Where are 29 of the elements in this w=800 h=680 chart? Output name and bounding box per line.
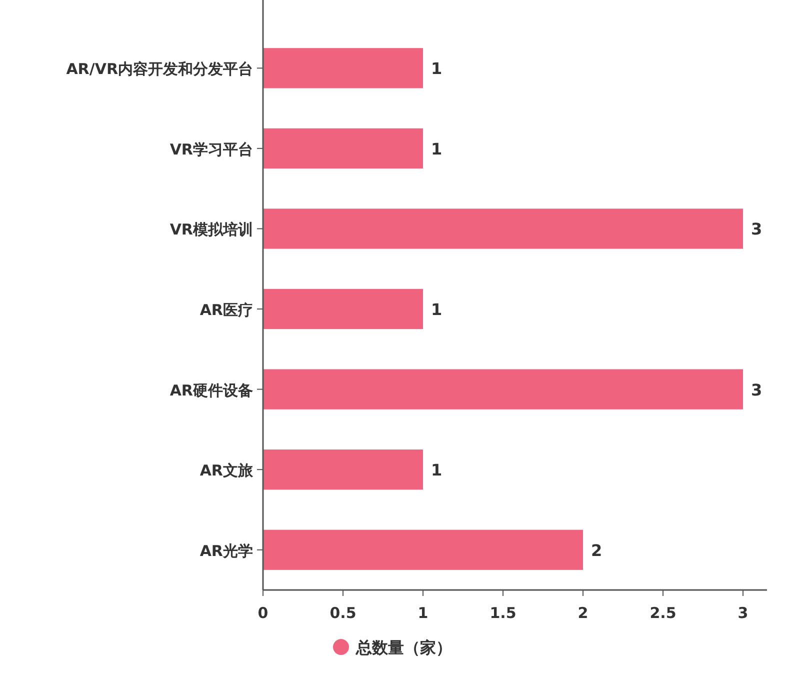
y-tick-label: AR文旅 <box>200 462 254 480</box>
bar <box>263 208 743 249</box>
y-tick-label: AR/VR内容开发和分发平台 <box>66 60 253 78</box>
bar <box>263 450 423 490</box>
x-tick-label: 3 <box>738 604 748 622</box>
data-label: 3 <box>751 220 762 239</box>
y-tick-label: AR硬件设备 <box>170 381 253 400</box>
data-label: 2 <box>591 540 602 560</box>
data-label: 1 <box>431 139 442 158</box>
bar <box>263 369 743 410</box>
bar <box>263 288 423 330</box>
y-tick-label: VR模拟培训 <box>170 220 253 239</box>
y-tick-label: VR学习平台 <box>170 140 253 158</box>
bar <box>263 48 423 88</box>
data-label: 3 <box>751 380 762 400</box>
x-tick-label: 2 <box>578 604 588 622</box>
data-label: 1 <box>431 300 442 319</box>
x-tick-label: 2.5 <box>650 604 676 622</box>
bar <box>263 530 583 570</box>
data-label: 1 <box>431 460 442 480</box>
x-tick-label: 0 <box>258 604 268 622</box>
y-tick-label: AR医疗 <box>200 301 253 319</box>
x-tick-label: 0.5 <box>330 604 356 622</box>
x-tick-label: 1.5 <box>490 604 516 622</box>
data-label: 1 <box>431 59 442 78</box>
bar <box>263 128 423 168</box>
legend-label: 总数量（家） <box>355 638 452 657</box>
y-tick-label: AR光学 <box>200 542 253 560</box>
x-tick-label: 1 <box>418 604 428 622</box>
